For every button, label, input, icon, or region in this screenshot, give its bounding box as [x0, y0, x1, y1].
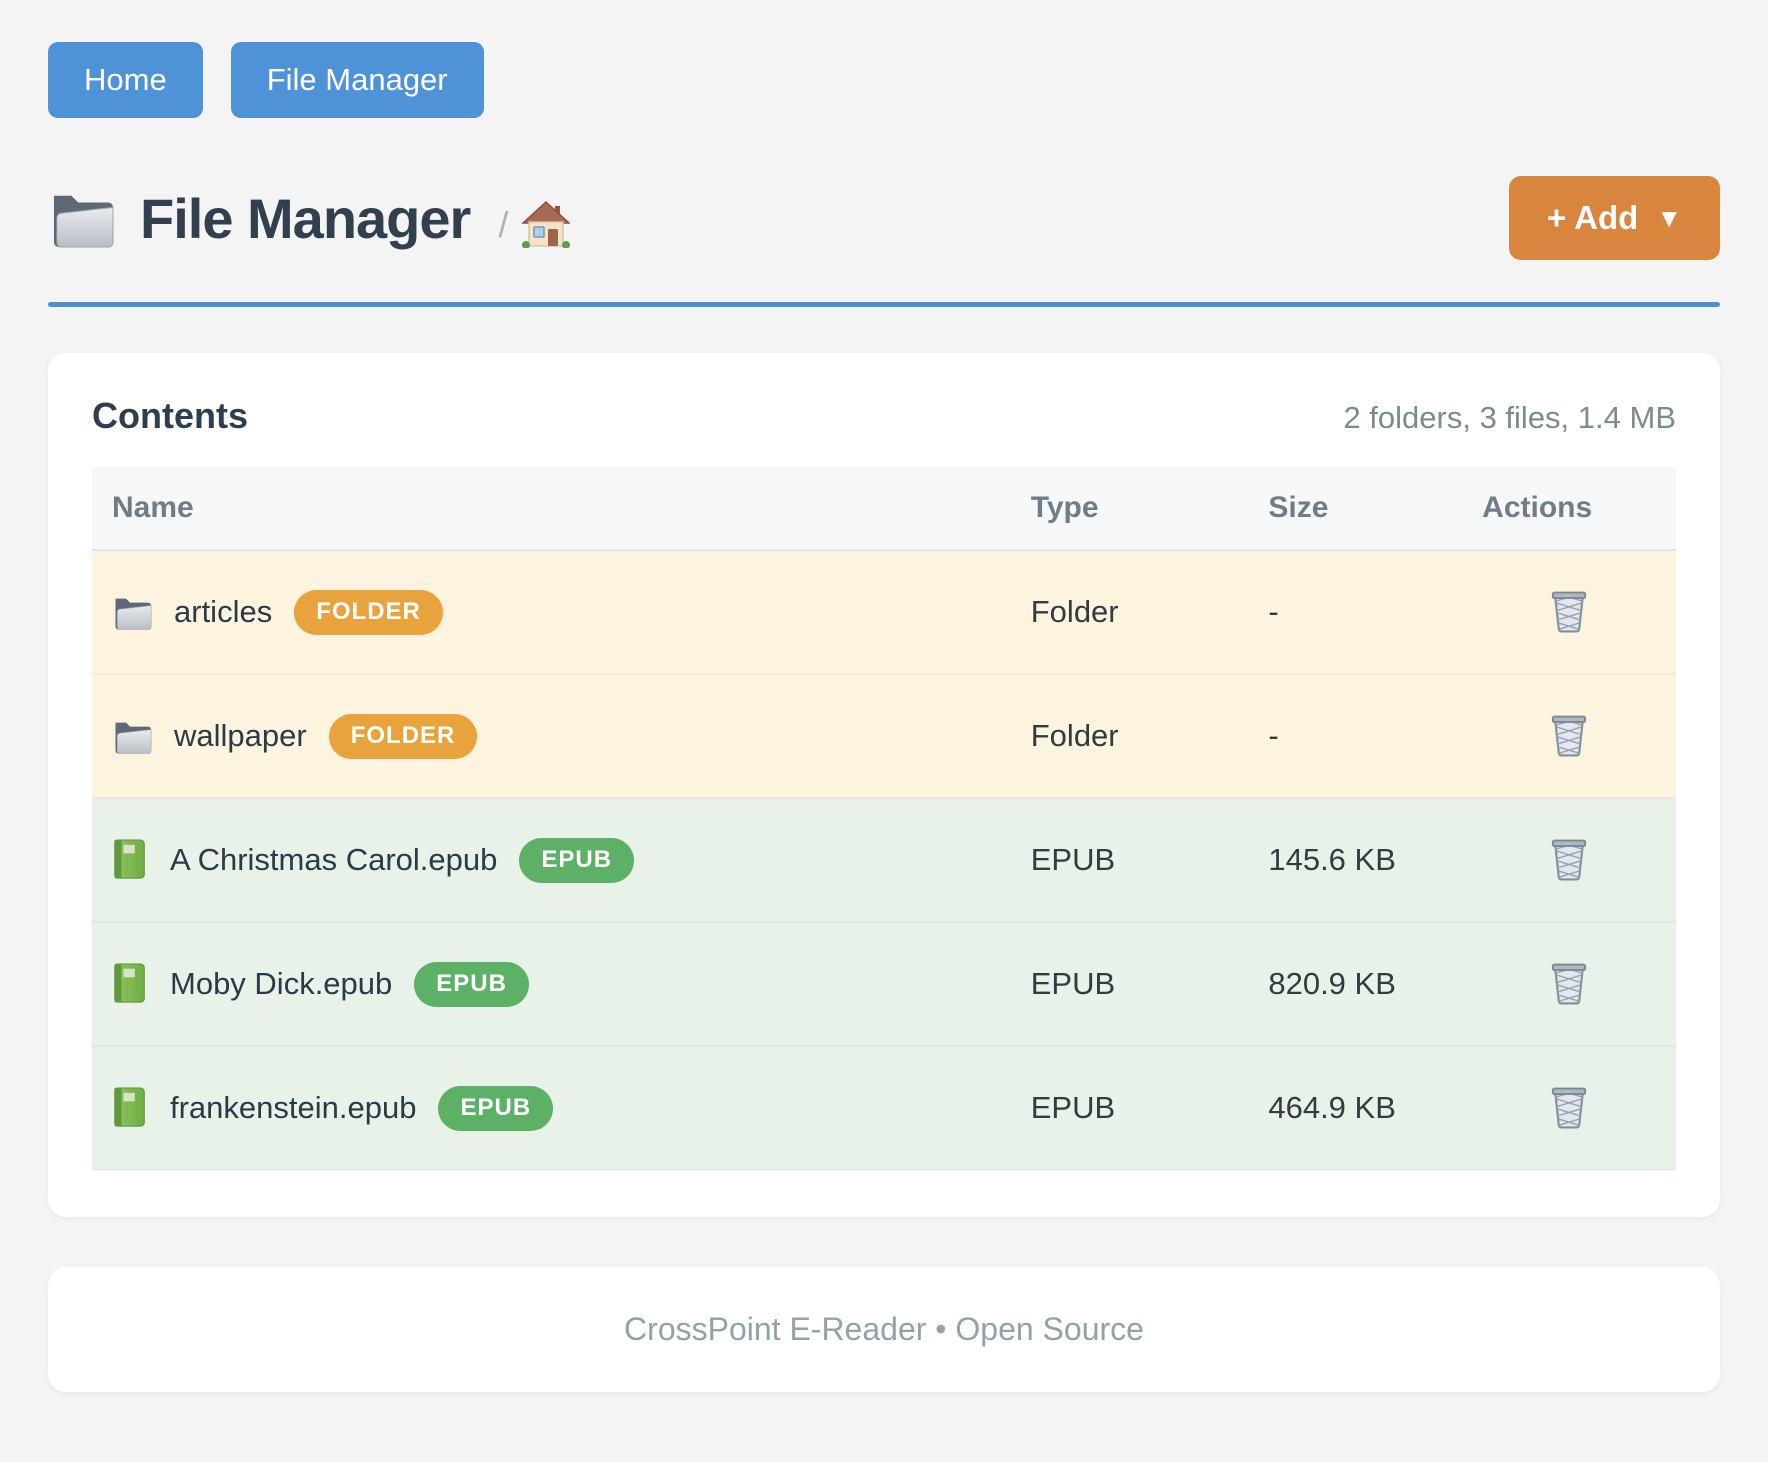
folder-badge: FOLDER — [328, 713, 478, 759]
epub-badge: EPUB — [414, 961, 529, 1007]
epub-badge: EPUB — [438, 1085, 554, 1131]
type-cell: EPUB — [1010, 798, 1249, 923]
epub-badge: EPUB — [519, 837, 635, 883]
chevron-down-icon: ▼ — [1656, 202, 1682, 233]
table-row: articles FOLDER Folder - — [92, 550, 1676, 675]
file-table-head: Name Type Size Actions — [92, 467, 1676, 551]
table-row: Moby Dick.epub EPUB EPUB 820.9 KB — [92, 922, 1676, 1047]
file-table-body: articles FOLDER Folder - wallpaper FOLDE… — [92, 550, 1676, 1171]
actions-cell — [1462, 798, 1676, 923]
delete-button[interactable] — [1544, 1079, 1594, 1133]
type-cell: Folder — [1010, 674, 1249, 799]
size-cell: - — [1248, 550, 1463, 675]
size-cell: - — [1248, 674, 1463, 799]
green-book-icon — [112, 1087, 148, 1129]
trash-icon — [1548, 959, 1590, 1005]
breadcrumb-separator: / — [498, 204, 509, 245]
type-cell: EPUB — [1010, 922, 1249, 1047]
file-manager-button[interactable]: File Manager — [230, 42, 484, 118]
add-button[interactable]: + Add ▼ — [1508, 176, 1720, 260]
contents-summary: 2 folders, 3 files, 1.4 MB — [1343, 400, 1676, 435]
file-table: Name Type Size Actions articles FOLDER F… — [92, 467, 1676, 1171]
name-wrap: articles FOLDER — [112, 589, 991, 635]
actions-cell — [1462, 922, 1676, 1047]
folder-icon — [112, 593, 154, 631]
table-row: wallpaper FOLDER Folder - — [92, 674, 1676, 799]
name-wrap: A Christmas Carol.epub EPUB — [112, 837, 991, 883]
column-header-actions: Actions — [1462, 467, 1676, 551]
name-cell: articles FOLDER — [92, 550, 1011, 675]
table-row: frankenstein.epub EPUB EPUB 464.9 KB — [92, 1046, 1676, 1171]
delete-button[interactable] — [1544, 831, 1594, 885]
entry-name[interactable]: Moby Dick.epub — [170, 966, 393, 1001]
trash-icon — [1548, 711, 1590, 757]
trash-icon — [1548, 587, 1590, 633]
delete-button[interactable] — [1544, 707, 1594, 761]
entry-name[interactable]: frankenstein.epub — [170, 1090, 417, 1125]
table-row: A Christmas Carol.epub EPUB EPUB 145.6 K… — [92, 798, 1676, 923]
size-cell: 820.9 KB — [1248, 922, 1463, 1047]
column-header-type: Type — [1010, 467, 1249, 551]
folder-icon — [112, 717, 154, 755]
delete-button[interactable] — [1544, 583, 1594, 637]
contents-title: Contents — [92, 395, 248, 436]
type-cell: EPUB — [1010, 1046, 1249, 1171]
type-cell: Folder — [1010, 550, 1249, 675]
column-header-size: Size — [1248, 467, 1463, 551]
page-title: File Manager — [140, 186, 471, 250]
name-cell: Moby Dick.epub EPUB — [92, 922, 1011, 1047]
footer-card: CrossPoint E-Reader • Open Source — [48, 1267, 1720, 1392]
entry-name[interactable]: A Christmas Carol.epub — [170, 842, 498, 877]
name-wrap: Moby Dick.epub EPUB — [112, 961, 991, 1007]
add-button-label: + Add — [1546, 199, 1639, 236]
name-cell: frankenstein.epub EPUB — [92, 1046, 1011, 1171]
column-header-name: Name — [92, 467, 1011, 551]
contents-card-header: Contents 2 folders, 3 files, 1.4 MB — [92, 395, 1676, 437]
footer-text: CrossPoint E-Reader • Open Source — [624, 1311, 1144, 1347]
green-book-icon — [112, 963, 148, 1005]
name-wrap: wallpaper FOLDER — [112, 713, 991, 759]
header-row: Name Type Size Actions — [92, 467, 1676, 551]
size-cell: 145.6 KB — [1248, 798, 1463, 923]
trash-icon — [1548, 1083, 1590, 1129]
home-button[interactable]: Home — [48, 42, 203, 118]
name-cell: wallpaper FOLDER — [92, 674, 1011, 799]
actions-cell — [1462, 674, 1676, 799]
header-divider — [48, 302, 1720, 307]
delete-button[interactable] — [1544, 955, 1594, 1009]
actions-cell — [1462, 1046, 1676, 1171]
contents-card: Contents 2 folders, 3 files, 1.4 MB Name… — [48, 353, 1720, 1217]
folder-icon — [48, 188, 118, 248]
top-nav: Home File Manager — [48, 42, 1720, 118]
actions-cell — [1462, 550, 1676, 675]
trash-icon — [1548, 835, 1590, 881]
name-wrap: frankenstein.epub EPUB — [112, 1085, 991, 1131]
entry-name[interactable]: wallpaper — [174, 718, 307, 753]
folder-badge: FOLDER — [294, 589, 443, 635]
green-book-icon — [112, 839, 148, 881]
page-header: File Manager / + Add ▼ — [48, 176, 1720, 260]
house-icon[interactable] — [522, 200, 570, 248]
name-cell: A Christmas Carol.epub EPUB — [92, 798, 1011, 923]
entry-name[interactable]: articles — [174, 594, 273, 629]
size-cell: 464.9 KB — [1248, 1046, 1463, 1171]
